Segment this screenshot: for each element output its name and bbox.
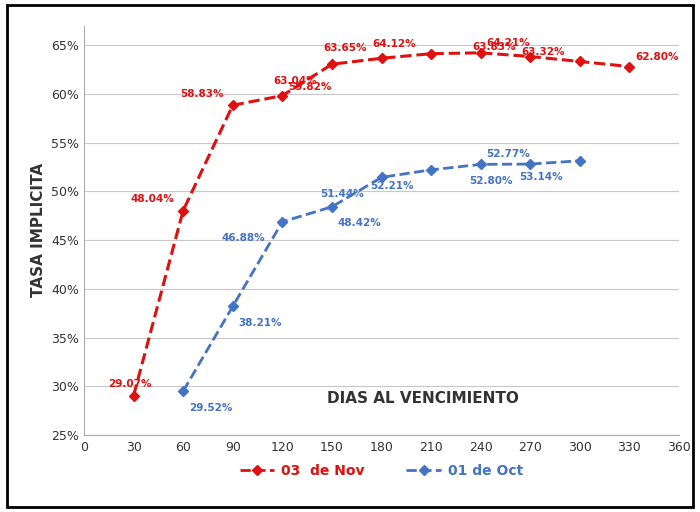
Y-axis label: TASA IMPLICITA: TASA IMPLICITA (31, 163, 46, 297)
Text: 52.21%: 52.21% (370, 181, 414, 191)
Text: 63.83%: 63.83% (472, 41, 515, 52)
Text: 63.04%: 63.04% (274, 76, 317, 86)
03  de Nov (278, 93, 286, 99)
Line: 03  de Nov: 03 de Nov (130, 49, 633, 399)
03  de Nov (575, 58, 584, 65)
Text: 59.82%: 59.82% (288, 82, 331, 92)
01 de Oct (377, 174, 386, 180)
Legend: 03  de Nov, 01 de Oct: 03 de Nov, 01 de Oct (234, 458, 529, 483)
Line: 01 de Oct: 01 de Oct (180, 157, 583, 395)
Text: 48.42%: 48.42% (337, 218, 382, 228)
Text: 46.88%: 46.88% (221, 233, 265, 243)
03  de Nov (179, 207, 188, 214)
Text: 52.77%: 52.77% (486, 150, 530, 159)
Text: 58.83%: 58.83% (180, 89, 223, 99)
03  de Nov (130, 392, 138, 398)
Text: 53.14%: 53.14% (519, 172, 562, 182)
03  de Nov (526, 53, 535, 59)
01 de Oct (278, 219, 286, 225)
Text: 48.04%: 48.04% (130, 194, 174, 204)
03  de Nov (377, 55, 386, 61)
03  de Nov (477, 50, 485, 56)
Text: 38.21%: 38.21% (238, 318, 282, 328)
01 de Oct (228, 303, 237, 309)
03  de Nov (328, 61, 336, 67)
Text: 63.65%: 63.65% (323, 44, 367, 53)
01 de Oct (328, 204, 336, 210)
Text: DIAS AL VENCIMIENTO: DIAS AL VENCIMIENTO (327, 391, 519, 406)
Text: 29.07%: 29.07% (108, 379, 152, 389)
Text: 29.52%: 29.52% (189, 402, 232, 413)
03  de Nov (427, 51, 435, 57)
Text: 51.44%: 51.44% (321, 189, 364, 199)
01 de Oct (427, 167, 435, 173)
Text: 64.12%: 64.12% (373, 39, 416, 49)
Text: 63.32%: 63.32% (522, 47, 565, 56)
Text: 64.21%: 64.21% (486, 38, 530, 48)
01 de Oct (179, 388, 188, 394)
03  de Nov (228, 102, 237, 109)
01 de Oct (477, 161, 485, 167)
01 de Oct (526, 161, 535, 167)
03  de Nov (625, 63, 634, 70)
Text: 62.80%: 62.80% (635, 52, 678, 61)
Text: 52.80%: 52.80% (469, 176, 512, 185)
01 de Oct (575, 158, 584, 164)
